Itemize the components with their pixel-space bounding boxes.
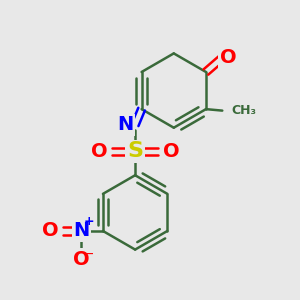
Text: O: O	[91, 142, 107, 161]
Text: CH₃: CH₃	[231, 104, 256, 117]
Text: S: S	[127, 142, 143, 161]
Text: N: N	[118, 115, 134, 134]
Text: O: O	[42, 221, 59, 241]
Text: O: O	[163, 142, 180, 161]
Text: O: O	[73, 250, 90, 269]
Text: ⁻: ⁻	[85, 250, 94, 265]
Text: N: N	[73, 221, 89, 241]
Text: +: +	[84, 215, 94, 228]
Text: O: O	[220, 48, 236, 67]
